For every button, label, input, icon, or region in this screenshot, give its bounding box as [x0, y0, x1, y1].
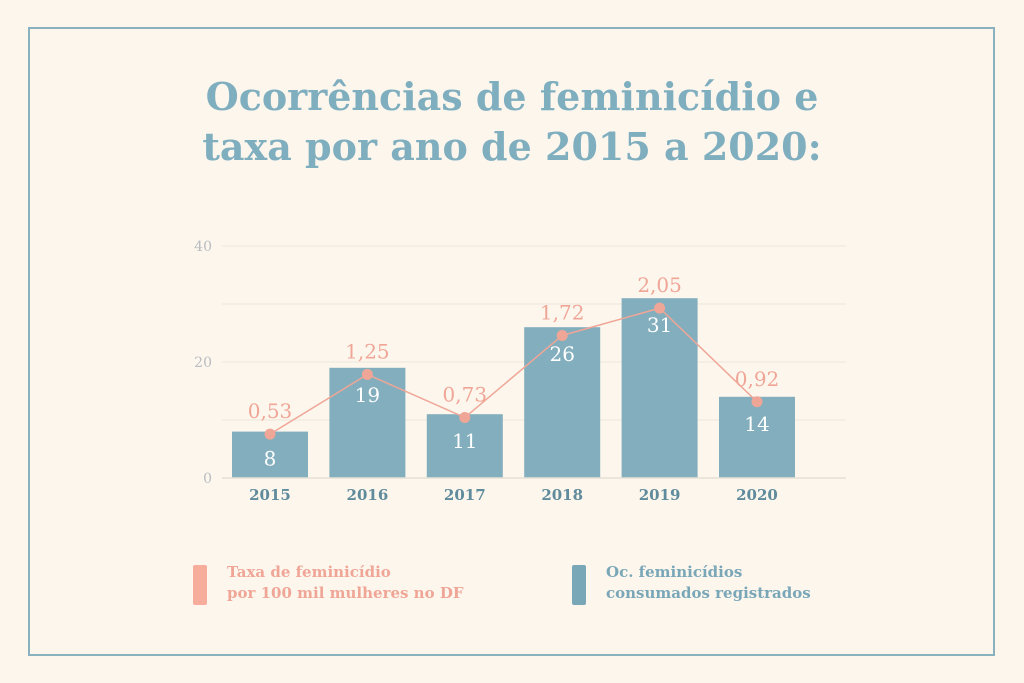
x-tick-label: 2018	[541, 486, 583, 504]
legend-rate-line1: Taxa de feminicídio	[227, 563, 391, 581]
x-tick-label: 2019	[639, 486, 681, 504]
legend-rate-line2: por 100 mil mulheres no DF	[227, 584, 464, 602]
bar-value-label: 8	[264, 447, 277, 471]
chart-title-line1: Ocorrências de feminicídio e	[205, 74, 819, 119]
y-tick-label: 20	[194, 355, 212, 371]
bar	[621, 298, 698, 478]
rate-value-label: 2,05	[637, 273, 682, 297]
legend-rate-swatch	[193, 565, 207, 605]
bar-value-label: 11	[452, 429, 477, 453]
legend-rate-label: Taxa de feminicídio por 100 mil mulheres…	[227, 562, 463, 604]
bar	[426, 414, 503, 478]
x-tick-label: 2017	[444, 486, 486, 504]
chart-title: Ocorrências de feminicídio e taxa por an…	[0, 72, 1024, 172]
rate-point	[361, 368, 373, 380]
legend-count-line2: consumados registrados	[606, 584, 811, 602]
bar	[524, 327, 601, 478]
outer-frame	[28, 27, 995, 656]
legend-count-label: Oc. feminicídios consumados registrados	[606, 562, 811, 604]
rate-value-label: 1,25	[345, 339, 390, 363]
rate-value-label: 1,72	[540, 300, 585, 324]
rate-value-label: 0,73	[443, 383, 488, 407]
y-tick-label: 40	[194, 239, 212, 255]
rate-line	[269, 307, 758, 435]
chart-title-line2: taxa por ano de 2015 a 2020:	[202, 124, 822, 169]
x-tick-label: 2020	[736, 486, 778, 504]
x-tick-label: 2016	[347, 486, 389, 504]
legend-count-line1: Oc. feminicídios	[606, 563, 743, 581]
rate-value-label: 0,92	[735, 367, 780, 391]
y-tick-label: 0	[203, 471, 212, 487]
rate-point	[556, 329, 568, 341]
rate-value-label: 0,53	[248, 399, 293, 423]
rate-point	[264, 428, 276, 440]
bar-value-label: 14	[744, 412, 769, 436]
bar	[719, 396, 795, 478]
bar-value-label: 19	[355, 383, 380, 407]
bar-value-label: 26	[549, 342, 574, 366]
x-tick-label: 2015	[249, 486, 291, 504]
rate-point	[751, 396, 763, 408]
legend-count-swatch	[572, 565, 586, 605]
rate-point	[459, 412, 471, 424]
rate-point	[654, 302, 666, 314]
